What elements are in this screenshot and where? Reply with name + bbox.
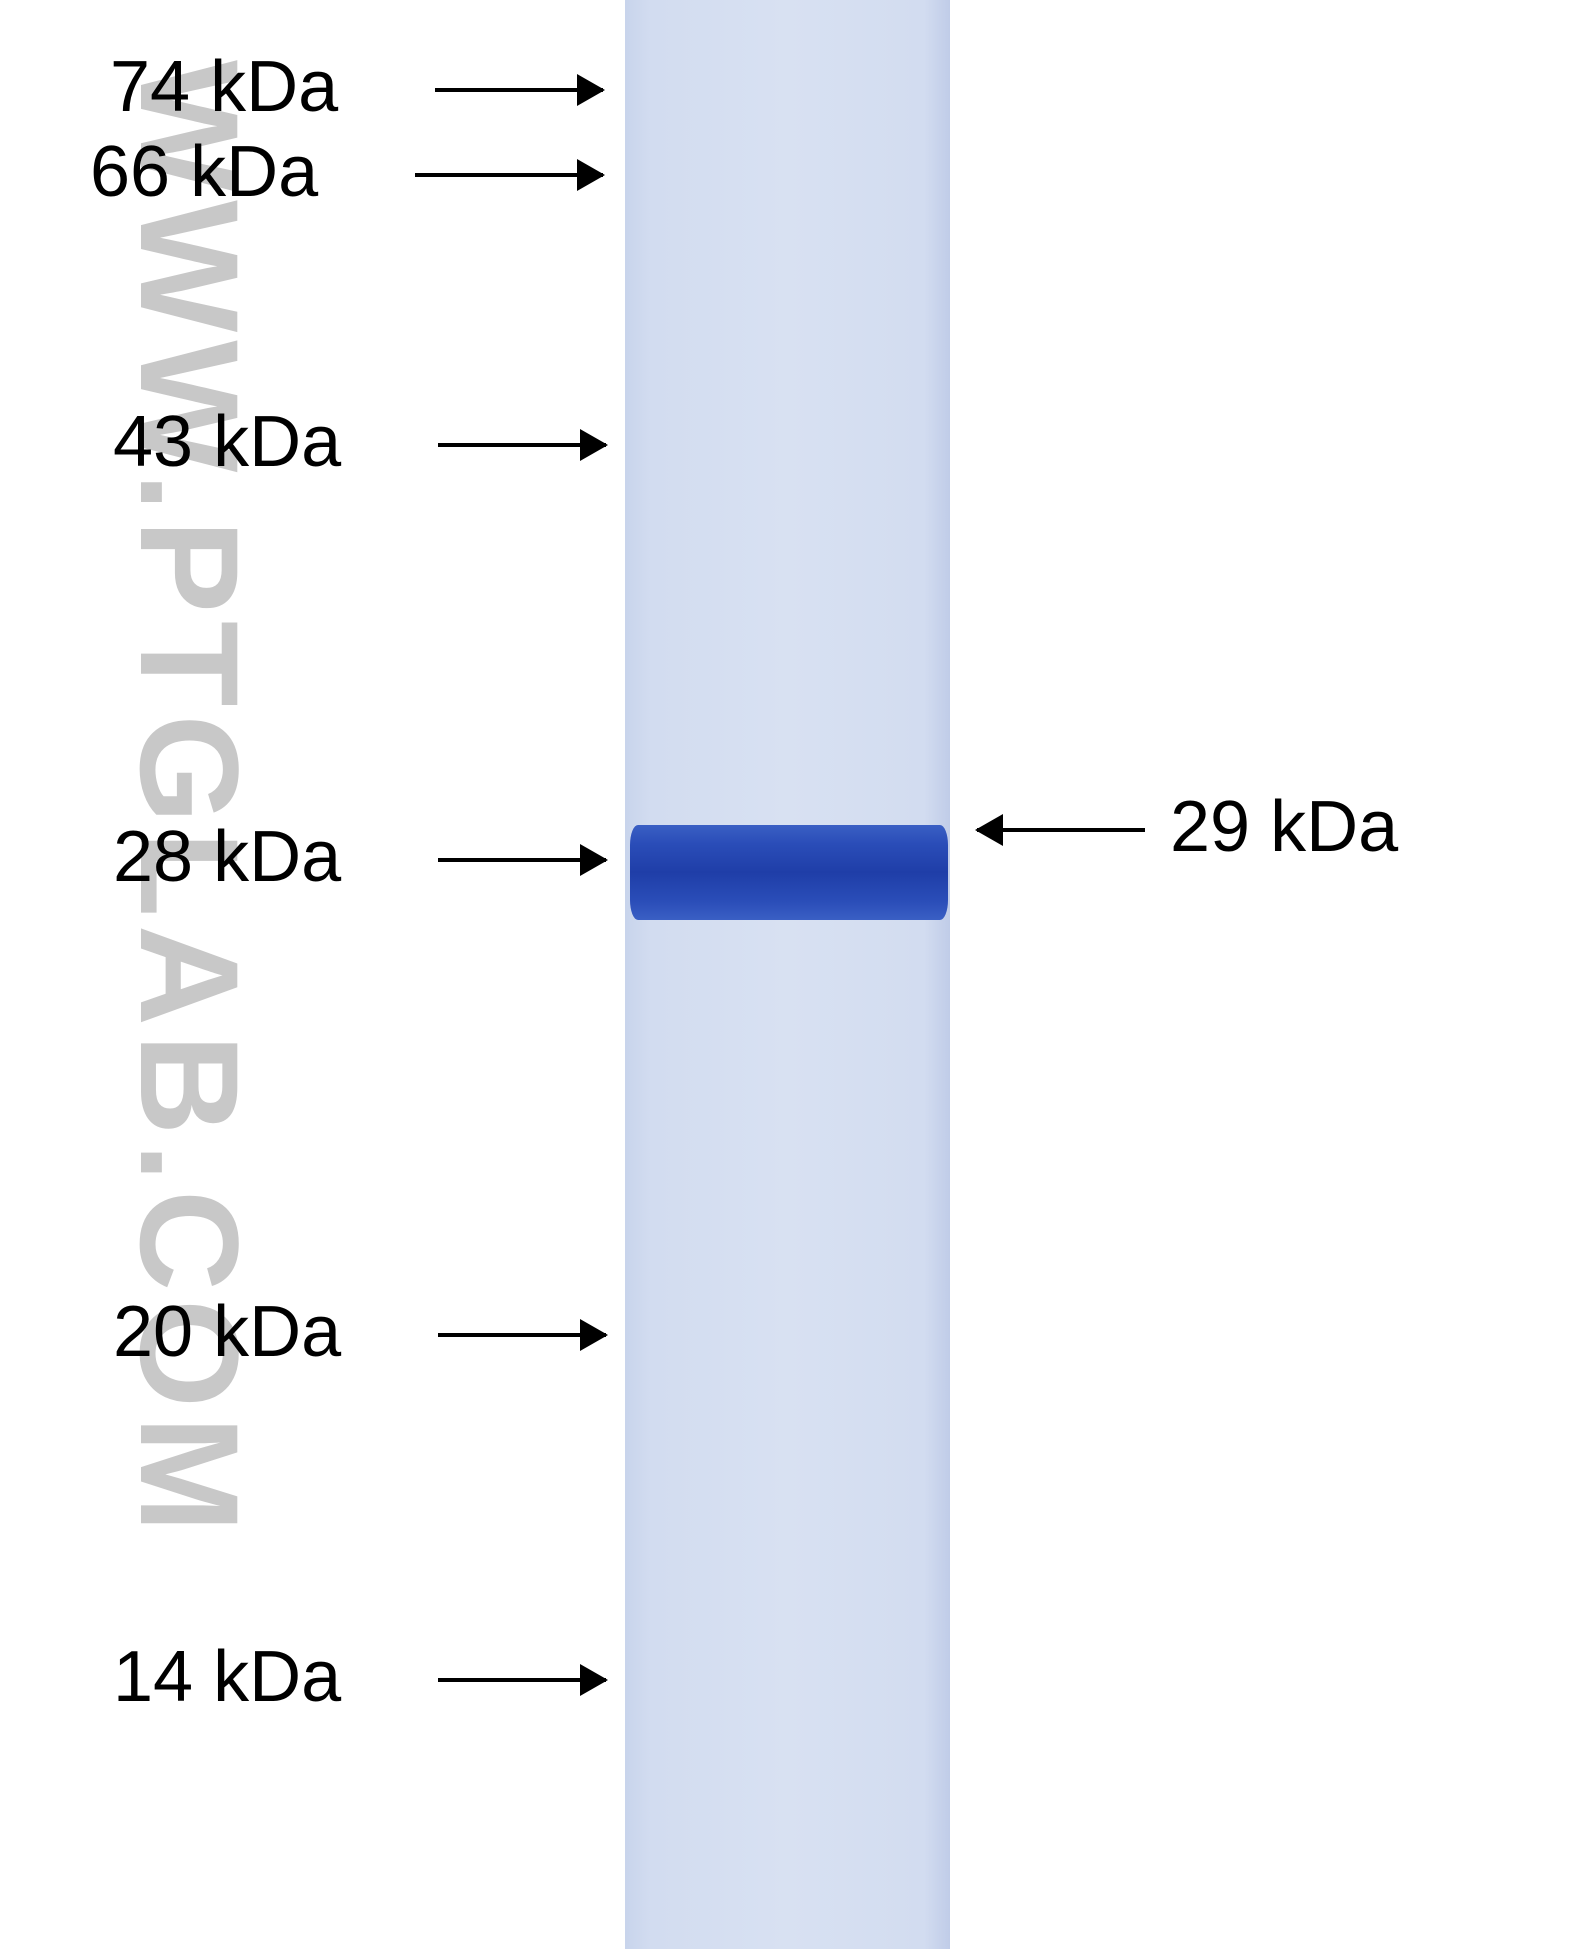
marker-label-left: 74 kDa [110,46,338,128]
marker-label-left: 20 kDa [113,1291,341,1373]
marker-arrow-left [438,840,608,885]
marker-arrow-left [415,155,605,200]
marker-label-text: 14 kDa [113,1636,341,1718]
marker-label-text: 74 kDa [110,46,338,128]
arrow-right-icon [438,840,608,880]
arrow-left-icon [975,810,1145,850]
gel-image-container: WWW.PTGLAB.COM 74 kDa66 kDa 43 kDa 28 kDa 2… [0,0,1585,1949]
marker-arrow-left [438,425,608,470]
marker-arrow-left [438,1660,608,1705]
marker-label-text: 20 kDa [113,1291,341,1373]
arrow-right-icon [438,1660,608,1700]
marker-arrow-left [438,1315,608,1360]
marker-arrow-right [975,810,1145,855]
marker-label-text: 29 kDa [1170,786,1398,868]
arrow-right-icon [435,70,605,110]
watermark: WWW.PTGLAB.COM [195,60,395,1810]
marker-label-left: 66 kDa [90,131,318,213]
marker-label-text: 66 kDa [90,131,318,213]
arrow-right-icon [438,425,608,465]
marker-label-text: 43 kDa [113,401,341,483]
marker-label-right: 29 kDa [1170,786,1398,868]
arrow-right-icon [415,155,605,195]
marker-arrow-left [435,70,605,115]
marker-label-left: 14 kDa [113,1636,341,1718]
marker-label-left: 28 kDa [113,816,341,898]
arrow-right-icon [438,1315,608,1355]
marker-label-text: 28 kDa [113,816,341,898]
protein-band [630,825,948,920]
gel-lane [625,0,950,1949]
marker-label-left: 43 kDa [113,401,341,483]
